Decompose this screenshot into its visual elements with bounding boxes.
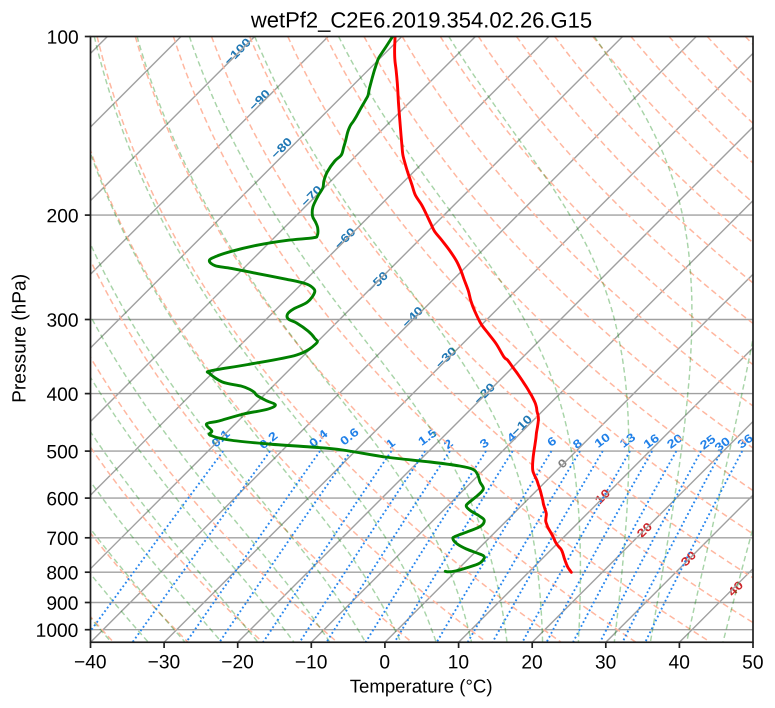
svg-text:800: 800 (46, 563, 78, 584)
svg-text:Temperature (°C): Temperature (°C) (350, 675, 493, 696)
svg-text:1000: 1000 (36, 621, 79, 642)
svg-text:50: 50 (742, 653, 763, 674)
svg-text:700: 700 (46, 529, 78, 550)
svg-text:10: 10 (448, 652, 469, 673)
svg-text:20: 20 (521, 652, 542, 673)
svg-text:30: 30 (595, 652, 616, 673)
svg-text:−40: −40 (74, 652, 107, 673)
svg-text:−10: −10 (295, 652, 328, 673)
svg-text:400: 400 (46, 385, 78, 406)
svg-text:300: 300 (46, 311, 78, 332)
svg-text:wetPf2_C2E6.2019.354.02.26.G15: wetPf2_C2E6.2019.354.02.26.G15 (250, 7, 592, 32)
svg-text:−30: −30 (148, 652, 181, 673)
svg-text:500: 500 (46, 442, 78, 463)
svg-text:200: 200 (47, 206, 79, 227)
svg-text:0: 0 (379, 652, 390, 673)
svg-text:Pressure (hPa): Pressure (hPa) (9, 274, 30, 403)
svg-text:100: 100 (47, 28, 79, 49)
svg-text:600: 600 (46, 489, 78, 510)
svg-text:−20: −20 (221, 652, 254, 673)
svg-text:40: 40 (669, 653, 690, 674)
svg-text:900: 900 (46, 594, 78, 615)
